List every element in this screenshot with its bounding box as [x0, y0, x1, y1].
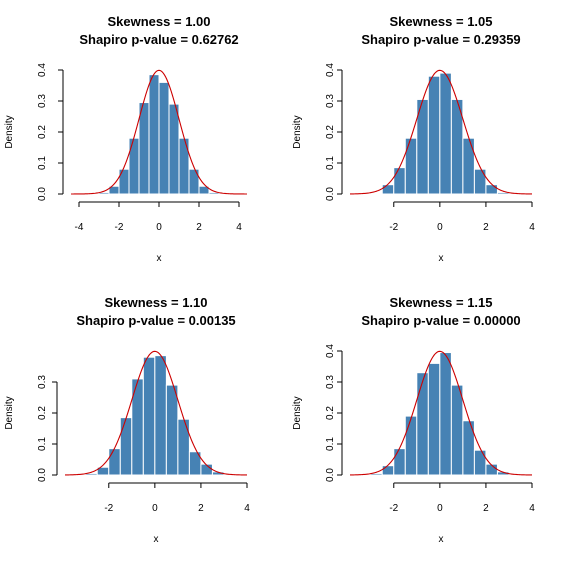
x-tick-label: 4	[244, 503, 250, 514]
y-axis-label: Density	[292, 396, 303, 429]
y-axis-label: Density	[4, 396, 15, 429]
histogram-bar	[393, 167, 406, 195]
y-tick-label: 0.0	[37, 468, 48, 482]
y-tick-label: 0.3	[325, 94, 336, 108]
histogram-bar	[178, 137, 190, 195]
histogram-bar	[462, 137, 475, 195]
y-tick-label: 0.3	[37, 94, 48, 108]
histogram-bar	[439, 352, 452, 476]
y-tick-label: 0.4	[325, 63, 336, 77]
chart-title: Skewness = 1.00	[108, 14, 211, 29]
x-tick-label: 0	[156, 222, 162, 233]
x-tick-label: 0	[437, 222, 443, 233]
histogram-bar	[165, 384, 179, 476]
histogram-bar	[148, 74, 160, 195]
histogram-bar	[404, 415, 418, 476]
histogram-bar	[485, 184, 498, 195]
chart-title: Skewness = 1.05	[390, 14, 493, 29]
histogram-panel-4: Skewness = 1.15 Shapiro p-value = 0.00000…	[292, 295, 535, 545]
y-tick-label: 0.2	[37, 406, 48, 420]
y-tick-label: 0.1	[37, 156, 48, 170]
histogram-bar	[393, 448, 406, 476]
x-axis-label: x	[154, 534, 159, 545]
chart-subtitle: Shapiro p-value = 0.00135	[76, 313, 235, 328]
x-tick-label: -2	[389, 503, 398, 514]
histogram-bar	[158, 81, 170, 195]
x-axis-label: x	[439, 253, 444, 264]
density-curve	[349, 69, 533, 195]
y-axis-label: Density	[292, 115, 303, 148]
histogram-bar	[450, 384, 464, 476]
x-tick-label: 2	[198, 503, 204, 514]
histogram-panel-1: Skewness = 1.00 Shapiro p-value = 0.62762…	[4, 14, 247, 264]
histogram-bar	[208, 191, 220, 195]
histogram-bar	[416, 372, 429, 476]
x-axis-label: x	[439, 534, 444, 545]
x-tick-label: 0	[437, 503, 443, 514]
density-curve	[349, 350, 533, 476]
histogram-bar	[473, 449, 487, 476]
x-tick-label: 2	[483, 222, 489, 233]
histogram-bar	[462, 420, 475, 476]
histogram-bar	[154, 355, 167, 476]
histogram-bar	[381, 184, 395, 195]
x-tick-label: 4	[529, 503, 535, 514]
x-tick-label: -2	[104, 503, 113, 514]
density-curve	[64, 350, 248, 476]
histogram-bar	[198, 185, 210, 195]
histogram-bar	[128, 137, 140, 195]
x-tick-label: 4	[236, 222, 242, 233]
histogram-bar	[427, 75, 441, 195]
histogram-bar	[188, 168, 200, 195]
histogram-bar	[142, 356, 156, 476]
chart-subtitle: Shapiro p-value = 0.29359	[361, 32, 520, 47]
x-axis-label: x	[157, 253, 162, 264]
x-tick-label: 0	[152, 503, 158, 514]
y-tick-label: 0.3	[325, 375, 336, 389]
histogram-bar	[177, 418, 190, 476]
chart-title: Skewness = 1.10	[105, 295, 208, 310]
histogram-panel-2: Skewness = 1.05 Shapiro p-value = 0.29359…	[292, 14, 535, 264]
chart-title: Skewness = 1.15	[390, 295, 493, 310]
y-tick-label: 0.2	[37, 125, 48, 139]
chart-subtitle: Shapiro p-value = 0.62762	[79, 32, 238, 47]
x-tick-label: -2	[115, 222, 124, 233]
x-tick-label: 2	[483, 503, 489, 514]
chart-subtitle: Shapiro p-value = 0.00000	[361, 313, 520, 328]
y-tick-label: 0.1	[325, 156, 336, 170]
y-tick-label: 0.2	[325, 125, 336, 139]
histogram-bar	[427, 362, 441, 476]
y-tick-label: 0.0	[325, 468, 336, 482]
histogram-bar	[108, 448, 121, 476]
histogram-bar	[118, 168, 130, 195]
y-tick-label: 0.1	[37, 437, 48, 451]
y-axis-label: Density	[4, 115, 15, 148]
histogram-bar	[473, 168, 487, 195]
x-tick-label: 2	[196, 222, 202, 233]
y-tick-label: 0.4	[325, 344, 336, 358]
histogram-bar	[168, 103, 180, 195]
y-tick-label: 0.3	[37, 375, 48, 389]
histogram-bar	[188, 451, 202, 476]
histogram-bar	[381, 465, 395, 476]
y-tick-label: 0.0	[325, 187, 336, 201]
x-tick-label: -4	[75, 222, 84, 233]
histogram-bar	[138, 102, 150, 195]
y-tick-label: 0.4	[37, 63, 48, 77]
density-curve	[71, 69, 247, 195]
x-tick-label: 4	[529, 222, 535, 233]
y-tick-label: 0.0	[37, 187, 48, 201]
y-tick-label: 0.1	[325, 437, 336, 451]
y-tick-label: 0.2	[325, 406, 336, 420]
x-tick-label: -2	[389, 222, 398, 233]
histogram-panel-3: Skewness = 1.10 Shapiro p-value = 0.00135…	[4, 295, 250, 545]
histogram-bar	[404, 137, 418, 195]
histogram-bar	[119, 417, 133, 476]
histogram-bar	[496, 191, 510, 195]
histogram-bar	[439, 72, 452, 195]
